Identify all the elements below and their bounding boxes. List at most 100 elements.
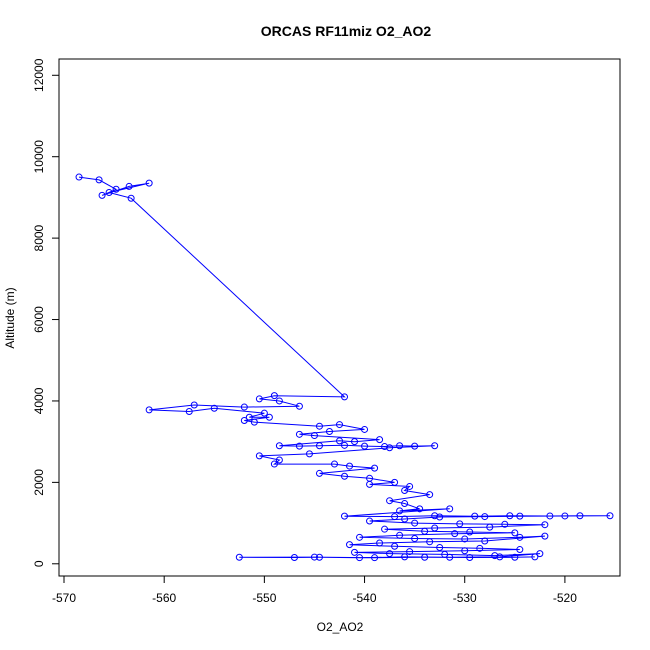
data-point	[396, 442, 404, 450]
data-point	[411, 519, 419, 527]
data-point	[466, 528, 474, 536]
data-point	[341, 472, 349, 480]
data-point	[376, 436, 384, 444]
data-point	[346, 462, 354, 470]
data-point	[576, 512, 584, 520]
data-point	[491, 552, 499, 560]
data-point	[325, 427, 333, 435]
data-point	[371, 464, 379, 472]
data-point	[541, 532, 549, 540]
data-point	[361, 425, 369, 433]
y-tick-label: 2000	[32, 469, 46, 496]
y-tick-label: 6000	[32, 306, 46, 333]
data-point	[386, 444, 394, 452]
data-point	[315, 422, 323, 430]
data-point	[406, 548, 414, 556]
data-point	[315, 553, 323, 561]
data-point	[421, 527, 429, 535]
x-tick-label: -520	[553, 591, 577, 605]
y-tick-label: 8000	[32, 224, 46, 251]
x-axis-label: O2_AO2	[317, 620, 364, 634]
data-point	[255, 395, 263, 403]
data-point	[511, 553, 519, 561]
data-point	[315, 469, 323, 477]
data-point	[391, 513, 399, 521]
data-point	[127, 194, 135, 202]
data-point	[185, 408, 193, 416]
y-axis: 0 2000 4000 6000 8000 10000 12000	[32, 58, 60, 567]
data-point	[255, 452, 263, 460]
data-point	[125, 182, 133, 190]
data-point	[315, 442, 323, 450]
data-point	[431, 524, 439, 532]
data-point	[416, 505, 424, 513]
data-point	[105, 189, 113, 197]
data-point	[481, 513, 489, 521]
data-point	[145, 406, 153, 414]
data-point	[436, 513, 444, 521]
data-point	[351, 548, 359, 556]
data-series	[75, 173, 614, 562]
data-point	[466, 553, 474, 561]
data-point	[541, 521, 549, 529]
data-point	[341, 512, 349, 520]
y-tick-label: 10000	[32, 140, 46, 174]
data-point	[381, 525, 389, 533]
data-point	[270, 460, 278, 468]
data-point	[245, 413, 253, 421]
data-point	[401, 553, 409, 561]
data-point	[295, 442, 303, 450]
data-point	[145, 179, 153, 187]
data-point	[290, 553, 298, 561]
data-point	[471, 512, 479, 520]
x-tick-label: -550	[252, 591, 276, 605]
data-point	[451, 530, 459, 538]
data-point	[561, 512, 569, 520]
x-tick-label: -530	[453, 591, 477, 605]
data-point	[275, 456, 283, 464]
data-point	[386, 497, 394, 505]
data-point	[366, 480, 374, 488]
data-point	[401, 515, 409, 523]
data-point	[260, 409, 268, 417]
data-point	[361, 442, 369, 450]
data-point	[606, 512, 614, 520]
data-point	[396, 507, 404, 515]
series-line	[78, 176, 611, 559]
data-point	[446, 553, 454, 561]
x-axis: -570 -560 -550 -540 -530 -520	[52, 575, 577, 605]
data-point	[371, 554, 379, 562]
data-point	[496, 553, 504, 561]
data-point	[516, 512, 524, 520]
data-point	[421, 553, 429, 561]
data-point	[275, 397, 283, 405]
data-point	[431, 442, 439, 450]
data-point	[351, 438, 359, 446]
data-point	[461, 535, 469, 543]
data-point	[456, 520, 464, 528]
data-point	[190, 401, 198, 409]
data-point	[381, 443, 389, 451]
data-point	[336, 437, 343, 445]
data-point	[436, 544, 444, 552]
data-point	[210, 404, 218, 412]
y-tick-label: 0	[32, 560, 46, 567]
data-point	[75, 173, 83, 181]
y-tick-label: 12000	[32, 58, 46, 92]
data-point	[346, 541, 354, 549]
data-point	[98, 191, 106, 199]
data-point	[310, 432, 318, 440]
data-point	[426, 491, 434, 499]
data-point	[431, 512, 439, 520]
data-point	[481, 537, 489, 545]
data-point	[461, 547, 469, 555]
x-tick-label: -540	[353, 591, 377, 605]
data-point	[401, 500, 409, 508]
data-point	[536, 550, 544, 558]
chart-title: ORCAS RF11miz O2_AO2	[261, 23, 432, 39]
data-point	[310, 553, 318, 561]
data-point	[476, 544, 484, 552]
data-point	[391, 542, 399, 550]
data-point	[546, 512, 554, 520]
